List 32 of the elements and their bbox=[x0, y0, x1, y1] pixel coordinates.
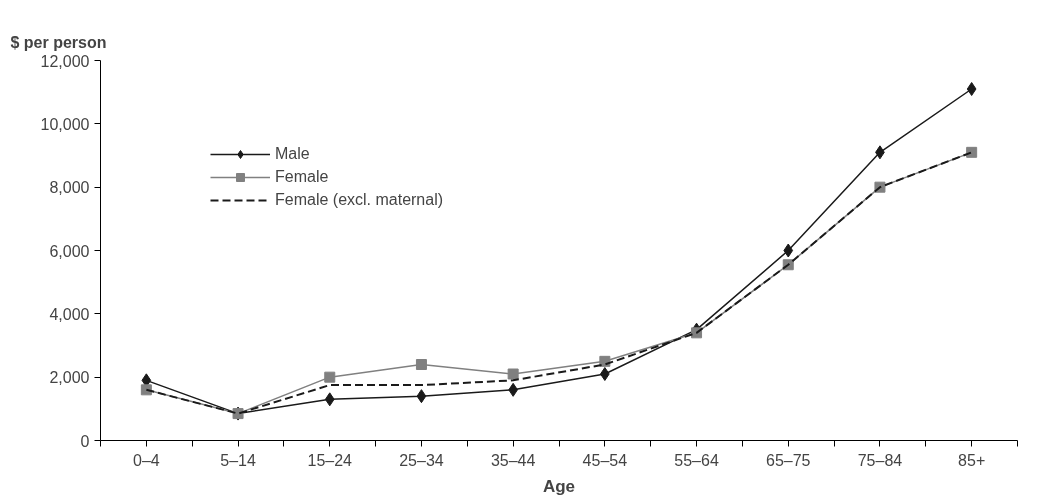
x-tick-label: 85+ bbox=[958, 451, 986, 469]
x-tick-label: 0–4 bbox=[133, 451, 160, 469]
point bbox=[507, 368, 519, 380]
y-tick-label: 12,000 bbox=[40, 52, 90, 70]
y-tick-label: 6,000 bbox=[49, 242, 90, 260]
legend-label: Male bbox=[275, 145, 310, 163]
point bbox=[324, 392, 335, 407]
x-tick-label: 25–34 bbox=[399, 451, 444, 469]
y-tick-label: 2,000 bbox=[49, 369, 90, 387]
x-tick-label: 55–64 bbox=[674, 451, 719, 469]
point bbox=[415, 359, 427, 370]
point bbox=[966, 146, 978, 158]
x-axis-title: Age bbox=[542, 476, 576, 496]
legend-label: Female bbox=[275, 168, 329, 186]
legend-label: Female (excl. maternal) bbox=[275, 191, 444, 209]
point bbox=[416, 389, 427, 404]
point bbox=[140, 384, 152, 396]
y-tick-label: 4,000 bbox=[49, 305, 90, 323]
y-axis-title: $ per person bbox=[10, 33, 107, 51]
point bbox=[783, 243, 794, 258]
x-tick-label: 15–24 bbox=[307, 451, 353, 469]
y-tick-label: 0 bbox=[80, 432, 90, 450]
point bbox=[966, 82, 977, 96]
point bbox=[324, 371, 336, 383]
x-tick-label: 65–75 bbox=[766, 451, 811, 469]
x-tick-label: 75–84 bbox=[857, 451, 903, 469]
x-tick-label: 5–14 bbox=[220, 451, 256, 469]
y-tick-label: 8,000 bbox=[49, 179, 90, 197]
point bbox=[600, 367, 610, 381]
y-tick-label: 10,000 bbox=[40, 115, 90, 133]
x-tick-label: 35–44 bbox=[490, 451, 536, 469]
x-tick-label: 45–54 bbox=[582, 451, 628, 469]
